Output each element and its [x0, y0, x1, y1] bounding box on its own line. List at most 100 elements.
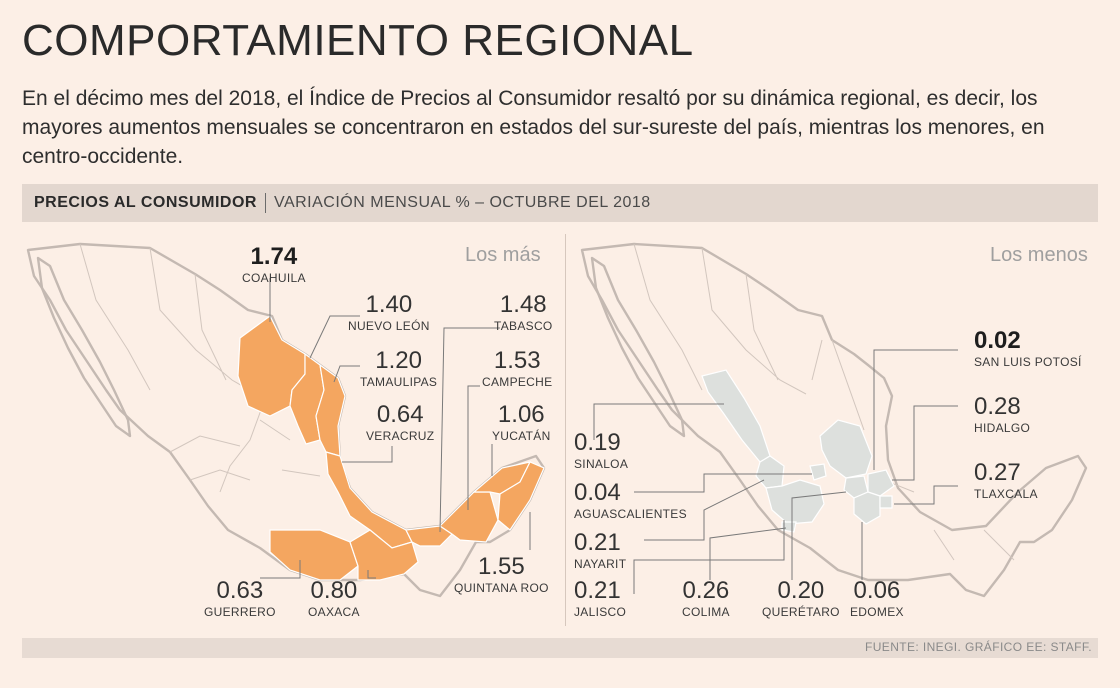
label-oaxaca: 0.80 OAXACA: [308, 578, 360, 620]
leader-queretaro: [791, 491, 847, 580]
leader-oaxaca: [367, 570, 376, 579]
panel-divider: [565, 234, 566, 626]
panel-most: Los más 1.74 COAHUILA 1.40 NUEVO LEÓN 1.…: [20, 230, 560, 626]
mexico-map-least: [580, 242, 1088, 598]
leader-aguascalientes: [634, 473, 812, 493]
name-coahuila: COAHUILA: [242, 271, 306, 285]
panel-least-label: Los menos: [990, 244, 1088, 266]
leader-hidalgo: [892, 405, 958, 481]
baja-outline: [36, 256, 132, 438]
value-aguascalientes: 0.04: [574, 479, 621, 506]
leader-nayarit: [644, 479, 765, 541]
label-veracruz: 0.64 VERACRUZ: [366, 402, 434, 444]
value-quintana-roo: 1.55: [478, 553, 525, 580]
label-nayarit: 0.21 NAYARIT: [574, 530, 626, 572]
label-nuevo-leon: 1.40 NUEVO LEÓN: [348, 292, 430, 334]
leader-tlaxcala: [894, 485, 958, 505]
leader-san-luis-potosi: [873, 349, 958, 470]
label-queretaro: 0.20 QUERÉTARO: [762, 578, 840, 620]
name-quintana-roo: QUINTANA ROO: [454, 581, 549, 595]
label-jalisco: 0.21 JALISCO: [574, 578, 626, 620]
label-sinaloa: 0.19 SINALOA: [574, 430, 628, 472]
label-quintana-roo: 1.55 QUINTANA ROO: [454, 554, 549, 596]
label-tlaxcala: 0.27 TLAXCALA: [974, 460, 1038, 502]
name-tlaxcala: TLAXCALA: [974, 487, 1038, 501]
panel-most-label: Los más: [465, 244, 541, 266]
name-san-luis-potosi: SAN LUIS POTOSÍ: [974, 355, 1082, 369]
state-edomex: [853, 491, 881, 525]
leader-guerrero: [260, 560, 301, 579]
subheader-title: PRECIOS AL CONSUMIDOR: [34, 194, 257, 211]
state-quintana-roo: [497, 461, 545, 531]
value-jalisco: 0.21: [574, 577, 621, 604]
value-nuevo-leon: 1.40: [365, 291, 413, 318]
leader-colima: [709, 527, 787, 580]
name-oaxaca: OAXACA: [308, 605, 360, 619]
label-coahuila: 1.74 COAHUILA: [242, 244, 306, 286]
subheader-divider: [264, 192, 266, 213]
name-queretaro: QUERÉTARO: [762, 605, 840, 619]
leader-campeche: [467, 385, 480, 510]
value-guerrero: 0.63: [216, 577, 264, 604]
value-colima: 0.26: [682, 577, 730, 604]
state-tlaxcala: [879, 495, 893, 509]
state-oaxaca: [349, 529, 419, 581]
label-yucatan: 1.06 YUCATÁN: [492, 402, 551, 444]
source-text: FUENTE: INEGI. GRÁFICO EE: STAFF.: [865, 640, 1092, 654]
state-sinaloa: [701, 369, 771, 463]
value-campeche: 1.53: [493, 347, 541, 374]
chart-subheader: PRECIOS AL CONSUMIDOR VARIACIÓN MENSUAL %…: [22, 184, 1098, 222]
leader-sinaloa: [593, 403, 724, 440]
name-jalisco: JALISCO: [574, 605, 627, 619]
name-yucatan: YUCATÁN: [492, 429, 551, 443]
value-edomex: 0.06: [853, 577, 901, 604]
value-hidalgo: 0.28: [974, 393, 1021, 420]
name-sinaloa: SINALOA: [574, 457, 629, 471]
leader-veracruz: [342, 446, 393, 463]
state-guerrero: [269, 529, 359, 581]
name-nuevo-leon: NUEVO LEÓN: [348, 319, 430, 333]
name-tamaulipas: TAMAULIPAS: [360, 375, 438, 389]
baja-outline: [590, 256, 686, 438]
label-san-luis-potosi: 0.02 SAN LUIS POTOSÍ: [974, 328, 1082, 370]
name-aguascalientes: AGUASCALIENTES: [574, 507, 687, 521]
mexico-map-most: [26, 242, 546, 598]
page-title: COMPORTAMIENTO REGIONAL: [22, 16, 694, 65]
value-yucatan: 1.06: [497, 401, 545, 428]
leader-tabasco: [439, 327, 500, 533]
value-tabasco: 1.48: [499, 291, 547, 318]
label-tamaulipas: 1.20 TAMAULIPAS: [360, 348, 437, 390]
name-veracruz: VERACRUZ: [366, 429, 435, 443]
leader-jalisco: [633, 520, 785, 594]
name-guerrero: GUERRERO: [204, 605, 276, 619]
name-tabasco: TABASCO: [494, 319, 553, 333]
label-colima: 0.26 COLIMA: [682, 578, 730, 620]
subheader-subtitle: VARIACIÓN MENSUAL % – OCTUBRE DEL 2018: [273, 194, 651, 211]
value-queretaro: 0.20: [777, 577, 825, 604]
value-oaxaca: 0.80: [310, 577, 358, 604]
state-hidalgo: [867, 469, 895, 497]
name-hidalgo: HIDALGO: [974, 421, 1031, 435]
value-san-luis-potosi: 0.02: [974, 327, 1021, 354]
name-campeche: CAMPECHE: [482, 375, 553, 389]
state-aguascalientes: [809, 463, 827, 481]
value-coahuila: 1.74: [250, 243, 298, 270]
leader-tamaulipas: [333, 365, 360, 383]
label-edomex: 0.06 EDOMEX: [850, 578, 904, 620]
value-tlaxcala: 0.27: [974, 459, 1021, 486]
mexico-outline: [580, 242, 1088, 598]
source-footer: FUENTE: INEGI. GRÁFICO EE: STAFF.: [22, 638, 1098, 658]
label-aguascalientes: 0.04 AGUASCALIENTES: [574, 480, 687, 522]
name-nayarit: NAYARIT: [574, 557, 627, 571]
name-edomex: EDOMEX: [850, 605, 904, 619]
name-colima: COLIMA: [682, 605, 730, 619]
value-tamaulipas: 1.20: [375, 347, 422, 374]
state-san-luis-potosi: [819, 419, 873, 479]
label-guerrero: 0.63 GUERRERO: [204, 578, 276, 620]
value-veracruz: 0.64: [376, 401, 424, 428]
intro-paragraph: En el décimo mes del 2018, el Índice de …: [22, 87, 1045, 168]
label-campeche: 1.53 CAMPECHE: [482, 348, 552, 390]
leader-nuevo-leon: [309, 315, 360, 359]
value-sinaloa: 0.19: [574, 429, 621, 456]
value-nayarit: 0.21: [574, 529, 621, 556]
